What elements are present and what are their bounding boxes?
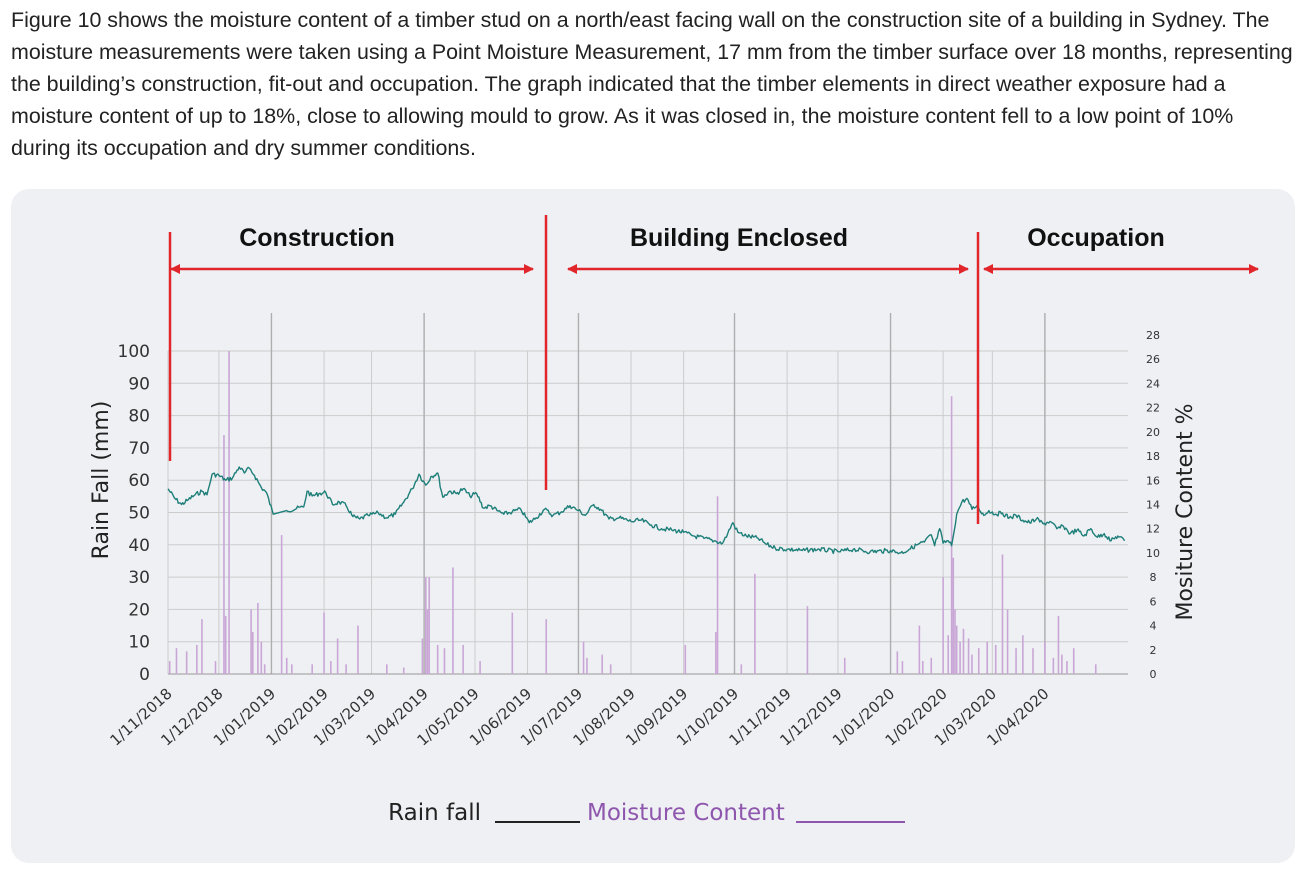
right-tick-label: 20 [1146,426,1160,439]
left-tick-label: 80 [128,407,150,427]
left-tick-label: 90 [128,374,150,394]
right-tick-label: 24 [1146,377,1160,390]
legend-moisture-label: Moisture Content [587,800,785,826]
right-tick-label: 6 [1150,595,1157,608]
right-tick-label: 4 [1150,620,1157,633]
left-tick-label: 70 [128,439,150,459]
legend: Rain fall Moisture Content [388,800,905,826]
left-tick-label: 50 [128,504,150,524]
rainfall-bars [168,351,1097,674]
left-axis-title: Rain Fall (mm) [89,401,114,560]
right-tick-label: 16 [1146,474,1160,487]
right-tick-label: 10 [1146,547,1160,560]
phase-label: Occupation [1027,224,1165,252]
left-tick-label: 20 [128,600,150,620]
right-tick-label: 26 [1146,353,1160,366]
right-tick-label: 18 [1146,450,1160,463]
right-tick-label: 2 [1150,644,1157,657]
x-axis-ticks: 1/11/20181/12/20181/01/20191/02/20191/03… [106,685,1052,750]
phase-label: Building Enclosed [630,224,848,252]
moisture-content-line [167,466,1126,555]
right-tick-label: 0 [1150,668,1157,681]
left-tick-label: 10 [128,633,150,653]
right-tick-label: 22 [1146,402,1160,415]
right-tick-label: 14 [1146,499,1160,512]
moisture-line-path [167,466,1126,555]
right-tick-label: 8 [1150,571,1157,584]
left-tick-label: 0 [139,665,150,685]
chart-panel [11,189,1295,863]
phase-label: Construction [239,224,395,252]
right-tick-label: 28 [1146,329,1160,342]
left-tick-label: 100 [118,342,150,362]
phase-markers: Construction Building Enclosed Occupation [168,215,1259,524]
figure-description: Figure 10 shows the moisture content of … [11,8,1293,160]
right-tick-label: 12 [1146,523,1160,536]
right-axis-title: Mositure Content % [1173,403,1198,620]
legend-rainfall-label: Rain fall [388,800,481,826]
grid-lines [167,313,1128,675]
left-axis-ticks: 0 10 20 30 40 50 60 70 80 90 100 [118,342,150,685]
left-tick-label: 30 [128,568,150,588]
left-tick-label: 40 [128,536,150,556]
left-tick-label: 60 [128,471,150,491]
